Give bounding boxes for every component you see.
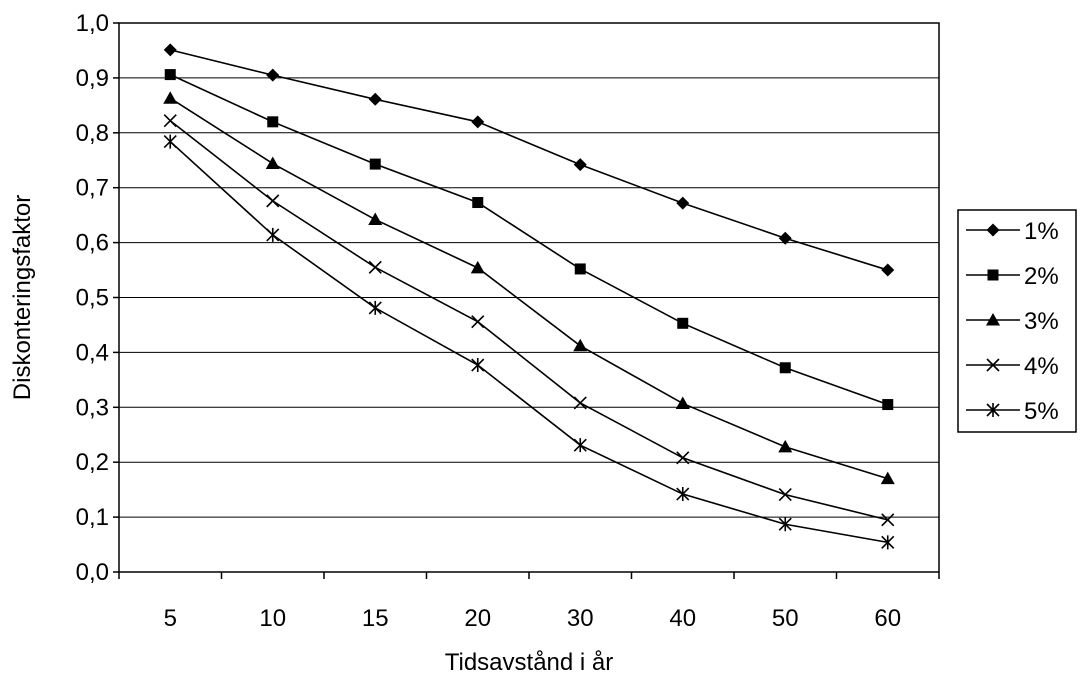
data-point — [880, 471, 895, 485]
data-point — [573, 438, 587, 453]
legend-item: 3% — [966, 308, 1059, 335]
legend-marker — [987, 269, 999, 281]
data-point — [675, 396, 690, 409]
data-point — [676, 196, 690, 210]
data-point — [368, 300, 382, 315]
data-point — [368, 260, 382, 274]
data-point — [882, 399, 894, 411]
data-point — [471, 315, 485, 329]
legend-label: 4% — [1024, 353, 1059, 380]
legend-label: 1% — [1024, 218, 1059, 245]
legend-item: 4% — [966, 353, 1059, 380]
legend-label: 2% — [1024, 263, 1059, 290]
x-tick-label: 5 — [164, 605, 177, 632]
y-tick-label: 0,2 — [76, 449, 109, 476]
x-axis-title: Tidsavstånd i år — [445, 649, 614, 676]
series-layer — [163, 43, 895, 550]
data-point — [164, 69, 176, 81]
data-point — [676, 487, 690, 502]
data-point — [368, 92, 382, 106]
legend-box — [957, 209, 1077, 433]
legend-marker — [986, 313, 1000, 326]
data-point — [266, 68, 280, 82]
series-line — [170, 49, 888, 271]
x-tick-label: 30 — [567, 605, 594, 632]
data-point — [881, 263, 895, 277]
x-tick-label: 15 — [362, 605, 389, 632]
data-point — [472, 197, 484, 209]
data-point — [778, 488, 792, 502]
x-tick-label: 40 — [669, 605, 696, 632]
data-point — [266, 227, 280, 242]
legend-item: 1% — [966, 218, 1059, 245]
legend-marker — [986, 223, 1000, 237]
x-tick-label: 10 — [259, 605, 286, 632]
data-point — [163, 43, 177, 57]
data-point — [779, 362, 791, 374]
series-3 — [163, 91, 895, 485]
data-point — [471, 115, 485, 129]
series-line — [169, 140, 888, 544]
data-point — [573, 396, 587, 410]
x-tick-label: 50 — [772, 605, 799, 632]
data-point — [265, 156, 280, 170]
data-point — [369, 158, 381, 170]
y-axis-title: Diskonteringsfaktor — [9, 195, 36, 400]
legend-label: 3% — [1024, 308, 1059, 335]
y-tick-label: 0,8 — [76, 120, 109, 147]
y-tick-label: 0,1 — [76, 504, 109, 531]
data-point — [881, 513, 895, 527]
legend-item: 5% — [966, 398, 1059, 425]
y-tick-label: 0,3 — [76, 394, 109, 421]
legend-item: 2% — [966, 263, 1059, 290]
y-tick-label: 0,9 — [76, 65, 109, 92]
y-tick-label: 1,0 — [76, 10, 109, 37]
legend-marker — [986, 403, 1000, 417]
data-point — [163, 114, 177, 128]
data-point — [574, 263, 586, 275]
data-point — [471, 358, 485, 373]
data-point — [163, 134, 177, 149]
data-point — [677, 317, 689, 329]
data-point — [573, 158, 587, 172]
data-point — [778, 439, 793, 453]
y-tick-label: 0,7 — [76, 175, 109, 202]
legend-marker — [986, 358, 1000, 372]
legend: 1% 2% 3% 4% 5% — [957, 209, 1077, 433]
series-2 — [164, 69, 894, 411]
series-line — [169, 97, 888, 480]
y-tick-label: 0,4 — [76, 339, 109, 366]
data-point — [368, 212, 383, 226]
x-tick-label: 60 — [874, 605, 901, 632]
series-5 — [163, 134, 895, 550]
y-tick-label: 0,6 — [76, 230, 109, 257]
data-point — [778, 517, 792, 532]
series-line — [169, 120, 888, 521]
series-4 — [163, 114, 895, 527]
y-tick-label: 0,5 — [76, 285, 109, 312]
series-line — [169, 73, 889, 406]
data-point — [881, 535, 895, 550]
data-point — [573, 338, 588, 352]
legend-label: 5% — [1024, 398, 1059, 425]
series-1 — [163, 43, 895, 277]
y-tick-label: 0,0 — [76, 559, 109, 586]
data-point — [267, 116, 279, 128]
data-point — [163, 91, 178, 104]
data-point — [676, 451, 690, 465]
x-tick-label: 20 — [464, 605, 491, 632]
data-point — [778, 231, 792, 245]
axes: 0,0 0,1 0,2 0,3 0,4 0,5 0,6 0,7 0,8 0,9 1,0 5 10 15 20… — [76, 10, 940, 632]
data-point — [470, 260, 485, 274]
data-point — [266, 194, 280, 208]
